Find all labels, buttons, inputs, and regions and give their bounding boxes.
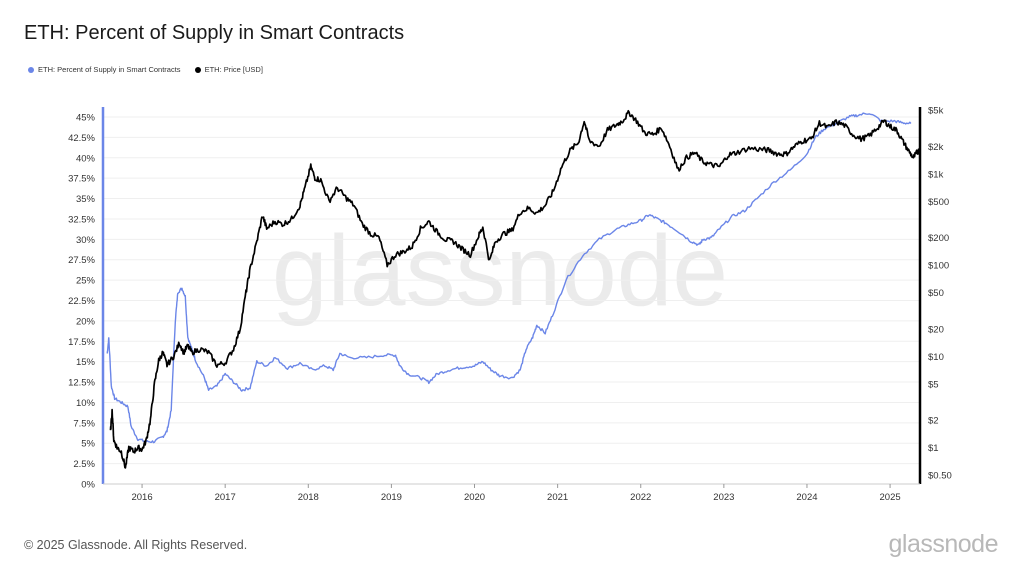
legend-label-supply: ETH: Percent of Supply in Smart Contract… [38,65,181,74]
x-tick-label: 2019 [381,492,402,503]
y-left-tick-label: 25% [76,276,96,287]
y-left-tick-label: 27.5% [68,255,95,266]
y-left-tick-label: 10% [76,398,96,409]
y-left-tick-label: 40% [76,153,96,164]
x-tick-label: 2016 [131,492,152,503]
copyright-text: © 2025 Glassnode. All Rights Reserved. [24,538,248,552]
y-left-tick-label: 2.5% [73,459,95,470]
y-left-tick-label: 20% [76,316,96,327]
x-tick-label: 2020 [464,492,485,503]
y-left-tick-label: 32.5% [68,214,95,225]
y-right-tick-label: $2 [928,416,939,427]
y-right-tick-label: $5 [928,379,939,390]
x-tick-label: 2017 [215,492,236,503]
y-left-tick-label: 5% [81,439,95,450]
y-right-tick-label: $100 [928,261,949,272]
right-axis: $0.50 $1 $2 $5 $10 $20 $50 $100 $200 $500 $1k $2k $5… [918,106,952,484]
chart-title: ETH: Percent of Supply in Smart Contract… [24,22,405,44]
x-tick-label: 2023 [713,492,734,503]
y-right-tick-label: $1 [928,443,939,454]
x-tick-label: 2021 [547,492,568,503]
x-tick-label: 2025 [880,492,901,503]
glassnode-logo: glassnode [888,530,999,558]
y-right-tick-label: $1k [928,169,944,180]
legend-label-price: ETH: Price [USD] [204,65,263,74]
watermark-text: glassnode [272,215,728,327]
y-left-tick-label: 22.5% [68,296,95,307]
y-left-tick-label: 12.5% [68,378,95,389]
y-right-tick-label: $50 [928,288,944,299]
x-tick-label: 2018 [298,492,319,503]
y-left-tick-label: 30% [76,235,96,246]
grid-lines [103,116,920,465]
legend-item-price[interactable]: ETH: Price [USD] [194,65,263,74]
y-left-tick-label: 15% [76,357,96,368]
y-left-tick-label: 42.5% [68,133,95,144]
x-tick-label: 2024 [796,492,817,503]
series-line-supply-percent [106,112,912,444]
y-left-tick-label: 0% [81,480,95,491]
series-layer [106,109,921,469]
y-right-tick-label: $200 [928,233,949,244]
y-left-tick-label: 17.5% [68,337,95,348]
y-left-tick-label: 37.5% [68,174,95,185]
y-right-tick-label: $500 [928,197,949,208]
series-line-price [109,109,921,469]
legend-item-supply[interactable]: ETH: Percent of Supply in Smart Contract… [28,65,181,74]
legend-dot-supply [28,66,34,73]
y-left-tick-label: 7.5% [73,418,95,429]
left-axis: 0% 2.5% 5% 7.5% 10% 12.5% 15% 17.5% 20% 22.5% 25% 2… [68,107,105,491]
y-right-tick-label: $5k [928,106,944,117]
y-right-tick-label: $10 [928,352,944,363]
y-left-tick-label: 45% [76,113,96,124]
x-tick-label: 2022 [630,492,651,503]
x-axis: 2016 2017 2018 2019 2020 2021 2022 2023 2024 2025 [103,483,920,503]
legend-dot-price [194,66,201,73]
y-right-tick-label: $0.50 [928,471,952,482]
y-left-tick-label: 35% [76,194,96,205]
y-right-tick-label: $2k [928,142,944,153]
y-right-tick-label: $20 [928,324,944,335]
chart-legend: ETH: Percent of Supply in Smart Contract… [28,65,263,74]
